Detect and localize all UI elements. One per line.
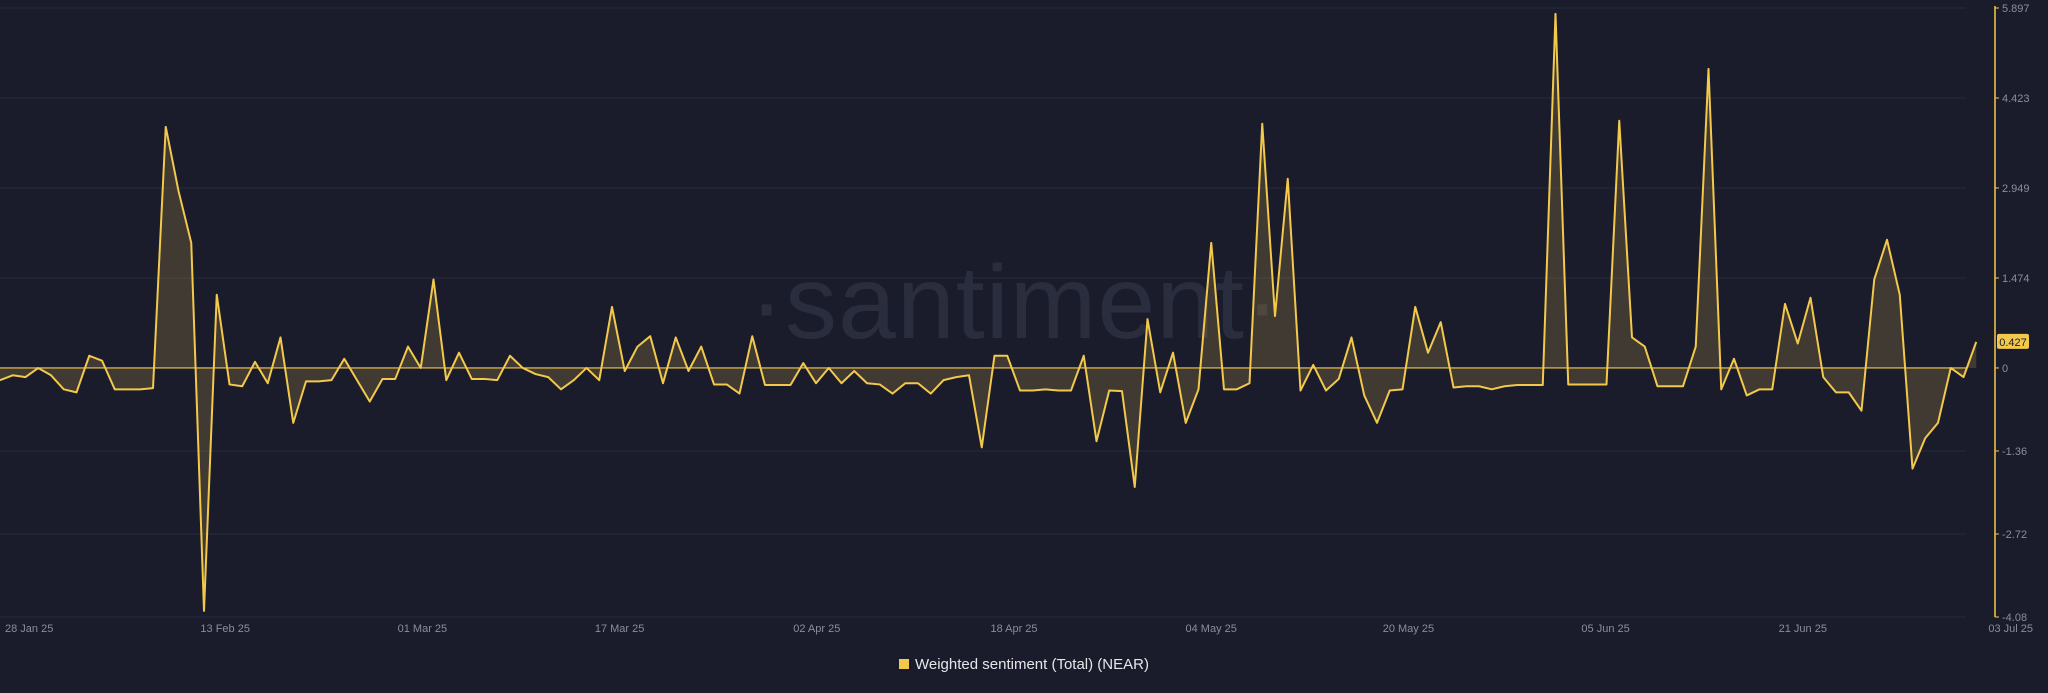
legend-swatch [899, 659, 909, 669]
x-tick-label: 17 Mar 25 [595, 623, 645, 635]
x-tick-label: 03 Jul 25 [1988, 623, 2033, 635]
y-tick-label: 1.474 [2002, 273, 2030, 285]
latest-value-box [1997, 333, 2029, 349]
x-tick-label: 28 Jan 25 [5, 623, 53, 635]
y-tick-label: 5.897 [2002, 3, 2030, 15]
legend[interactable]: Weighted sentiment (Total) (NEAR) [0, 656, 2048, 673]
y-tick-label: 4.423 [2002, 93, 2030, 105]
x-tick-label: 18 Apr 25 [990, 623, 1037, 635]
latest-value-label: 0.427 [1997, 333, 2029, 349]
x-tick-label: 21 Jun 25 [1779, 623, 1827, 635]
y-tick-label: 0 [2002, 363, 2008, 375]
x-axis-ticks: 28 Jan 25 13 Feb 25 01 Mar 25 17 Mar 25 02 A… [5, 623, 2033, 635]
legend-label: Weighted sentiment (Total) (NEAR) [915, 656, 1149, 673]
y-tick-label: 2.949 [2002, 183, 2030, 195]
x-tick-label: 04 May 25 [1186, 623, 1237, 635]
x-tick-label: 13 Feb 25 [200, 623, 250, 635]
x-tick-label: 20 May 25 [1383, 623, 1434, 635]
y-tick-label: -4.08 [2002, 612, 2027, 624]
watermark: ·santiment· [749, 245, 1280, 361]
series-line [0, 12, 1978, 612]
y-tick-label: -1.36 [2002, 446, 2027, 458]
x-tick-label: 01 Mar 25 [398, 623, 448, 635]
y-axis-ticks: 5.897 4.423 2.949 1.474 0 -1.36 -2.72 -4.08 [1995, 3, 2030, 624]
x-tick-label: 02 Apr 25 [793, 623, 840, 635]
y-tick-label: -2.72 [2002, 529, 2027, 541]
latest-value-text: 0.427 [1999, 337, 2027, 349]
x-tick-label: 05 Jun 25 [1581, 623, 1629, 635]
